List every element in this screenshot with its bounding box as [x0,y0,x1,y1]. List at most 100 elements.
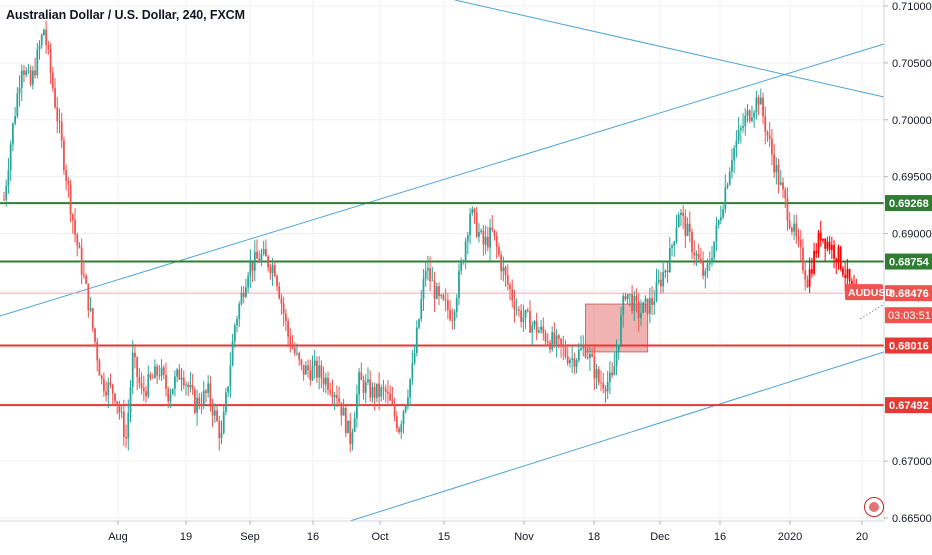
candle-body [344,408,347,434]
candle-body [766,131,769,136]
price-tick-label: 0.70000 [892,115,932,127]
candle-body [331,392,334,398]
candle-body [227,386,230,393]
candle-body [648,298,651,314]
candle-body [726,184,729,188]
candle-body [466,235,469,242]
candle-body [551,332,554,350]
current-price-label: 0.68476 [889,288,929,300]
candle-body [134,352,136,358]
candle-body [307,365,309,371]
time-tick-label: 16 [307,531,319,543]
candle-body [154,366,156,379]
level-label-2: 0.68016 [889,341,929,353]
level-label-3: 0.67492 [889,400,929,412]
candle-body [600,382,602,384]
candle-body [293,348,296,354]
candle-body [693,252,696,256]
time-tick-label: Aug [108,531,128,543]
tradingview-logo-icon[interactable] [864,497,884,517]
symbol-tag: AUDUSD [848,287,893,299]
candle-body [34,70,36,76]
candle-body [673,241,676,246]
candle-body [724,187,727,210]
candle-body [371,386,374,398]
candle-body [733,147,736,161]
candle-body [495,235,498,248]
candle-body [846,269,849,278]
candle-body [351,431,354,444]
candle-body [633,295,636,312]
candle-body [713,241,716,259]
candle-body [731,160,733,172]
candle-body [486,236,489,248]
candle-body [162,367,165,375]
candle-body [185,384,187,386]
candle-body [118,405,121,413]
candle-body [111,384,114,394]
level-label-0: 0.69268 [889,198,929,210]
candle-body [213,410,216,416]
candle-body [178,369,181,380]
candle-body [768,135,771,139]
candle-body [393,404,396,417]
candle-body [808,269,811,288]
candle-body [58,121,61,123]
candle-body [3,199,5,201]
candle-body [11,123,14,145]
candle-body [189,384,192,388]
candle-body [327,377,329,390]
price-tick-label: 0.66500 [892,513,932,525]
candle-body [844,274,847,278]
candle-body [728,171,731,185]
candle-body [657,279,660,282]
candle-body [628,294,631,295]
candle-body [806,279,809,288]
candle-body [704,270,707,276]
candle-body [167,388,170,402]
candle-body [304,365,307,375]
candle-body [382,387,385,389]
candle-body [318,365,321,378]
trendline-lower-channel [349,351,885,522]
candle-body [706,264,709,271]
candle-body [98,360,101,376]
candle-body [76,234,79,246]
candle-body [242,292,245,297]
candle-body [742,126,744,129]
candle-body [245,287,247,297]
candle-body [828,241,831,251]
candle-body [54,88,56,108]
candle-body [333,395,336,398]
candle-body [489,227,491,248]
time-tick-label: Dec [650,531,670,543]
candle-body [442,295,445,300]
candle-body [340,402,343,416]
candle-body [458,270,460,299]
level-label-0-bg [885,195,932,212]
candle-body [569,359,571,364]
candle-body [400,424,403,433]
candle-body [744,115,747,127]
candle-body [25,70,28,75]
symbol-tag-bg [845,284,883,301]
candle-body [786,198,789,221]
candle-body [349,420,352,444]
candle-body [462,261,465,263]
candle-body [566,356,569,364]
candle-body [646,298,649,314]
candle-body [779,182,782,185]
candle-body [56,107,59,122]
candle-body [220,433,223,439]
candle-body [198,397,201,406]
candle-body [96,341,99,361]
candle-body [515,309,518,311]
candle-body [276,276,278,287]
candle-body [464,241,467,262]
candle-body [298,352,301,360]
candle-body [358,372,361,395]
candle-body [688,223,691,232]
candle-body [391,400,394,405]
